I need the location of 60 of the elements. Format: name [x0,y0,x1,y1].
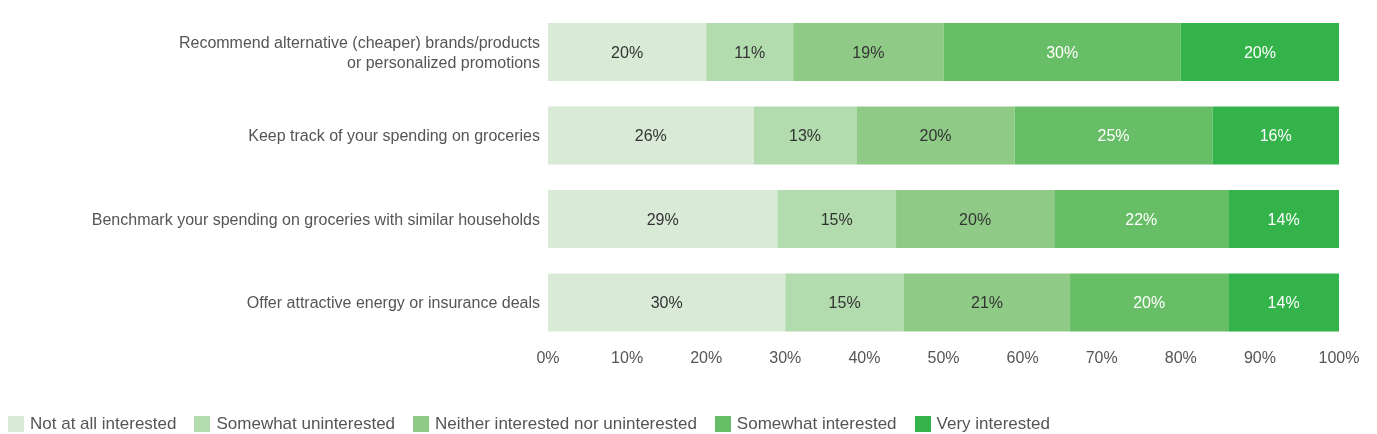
data-label: 20% [611,43,644,61]
y-tick-label: Offer attractive energy or insurance deals [246,293,540,311]
bar [548,190,778,248]
x-tick-label: 80% [1164,349,1197,367]
data-label: 16% [1259,127,1292,145]
y-tick-label: Recommend alternative (cheaper) brands/products or personalized promotions [178,33,540,71]
x-tick-label: 10% [611,349,644,367]
data-label: 13% [789,127,822,145]
x-tick-label: 0% [536,349,560,367]
data-label: 26% [634,127,667,145]
data-label: 20% [1133,294,1166,312]
bar [1070,273,1229,332]
data-label: 19% [852,43,885,61]
data-label: 15% [828,294,861,312]
bar [1228,190,1339,248]
x-tick-label: 70% [1085,349,1118,367]
bar [896,190,1055,248]
bar [793,23,944,81]
bar [548,23,707,81]
bar [777,190,897,248]
x-tick-label: 40% [848,349,881,367]
bar [548,106,754,165]
legend-label: Neither interested nor uninterested [434,414,697,434]
x-tick-label: 50% [927,349,960,367]
bar [943,23,1181,81]
data-label: 14% [1267,294,1300,312]
bar [1180,23,1339,81]
bar [753,106,857,165]
bar [903,273,1071,332]
bar [1228,273,1339,332]
data-label: 15% [820,210,853,228]
data-label: 25% [1097,127,1130,145]
data-label: 11% [734,43,766,61]
data-label: 14% [1267,210,1300,228]
bar [1014,106,1213,165]
bar [856,106,1015,165]
x-tick-label: 20% [690,349,723,367]
x-tick-label: 30% [769,349,802,367]
x-tick-label: 100% [1318,349,1360,367]
data-label: 22% [1125,210,1158,228]
data-label: 20% [919,127,952,145]
data-label: 30% [1046,43,1079,61]
legend-label: Somewhat uninterested [215,414,396,434]
bar [706,23,794,81]
data-label: 21% [970,294,1004,312]
legend-label: Not at all interested [29,414,177,434]
y-tick-label: Keep track of your spending on groceries [248,126,540,144]
bar [548,273,786,332]
legend-label: Somewhat interested [735,414,897,434]
y-tick-label: Benchmark your spending on groceries with similar households [91,210,540,228]
bar [1054,190,1229,248]
data-label: 29% [646,210,679,228]
x-tick-label: 60% [1006,349,1039,367]
legend-label: Very interested [935,414,1050,434]
bar [785,273,904,332]
data-label: 30% [650,294,683,312]
bar [1212,106,1339,165]
data-label: 20% [959,210,992,228]
x-tick-label: 90% [1243,349,1276,367]
data-label: 20% [1243,43,1276,61]
